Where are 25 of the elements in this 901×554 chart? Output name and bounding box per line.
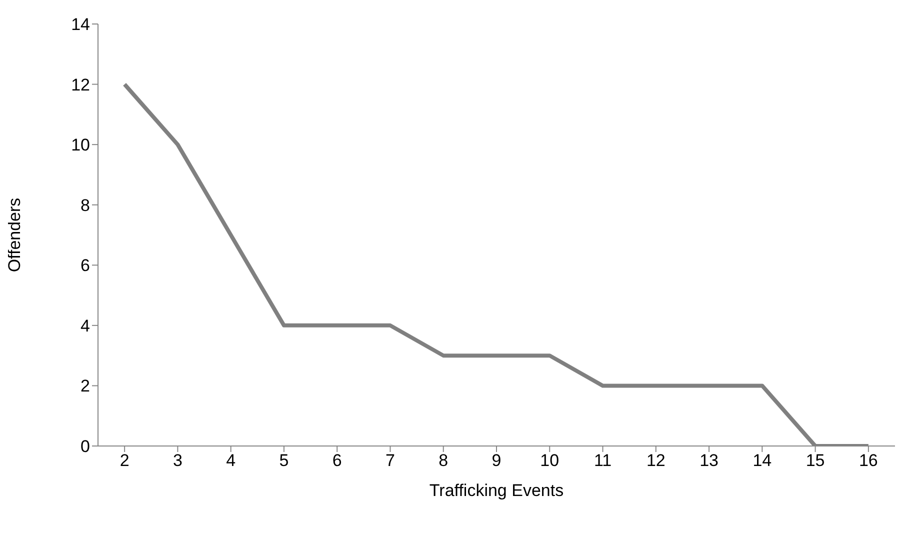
x-tick-label: 13 [700, 451, 718, 470]
y-axis-title: Offenders [5, 198, 24, 272]
y-tick-label: 6 [80, 256, 90, 276]
x-tick-label: 11 [594, 451, 612, 470]
x-tick-label: 4 [226, 451, 236, 470]
y-tick-label: 4 [80, 316, 90, 336]
x-tick-label: 3 [172, 451, 182, 470]
x-tick-label: 8 [438, 451, 448, 470]
y-tick-label: 10 [71, 136, 90, 155]
y-tick-label: 2 [80, 376, 90, 396]
y-tick-label: 12 [71, 75, 90, 94]
x-tick-label: 15 [806, 451, 825, 470]
x-tick-label: 14 [752, 451, 772, 470]
x-tick-label: 6 [332, 451, 342, 470]
x-tick-label: 9 [492, 451, 502, 470]
y-tick-label: 0 [80, 437, 90, 456]
x-tick-label: 5 [279, 451, 289, 470]
x-tick-label: 12 [646, 451, 666, 470]
x-axis-title: Trafficking Events [429, 481, 564, 500]
x-tick-label: 16 [858, 451, 878, 470]
x-tick-label: 10 [540, 451, 560, 470]
x-tick-label: 2 [120, 451, 130, 470]
y-tick-label: 14 [71, 15, 90, 34]
y-tick-label: 8 [80, 196, 90, 215]
x-tick-label: 7 [386, 451, 395, 470]
